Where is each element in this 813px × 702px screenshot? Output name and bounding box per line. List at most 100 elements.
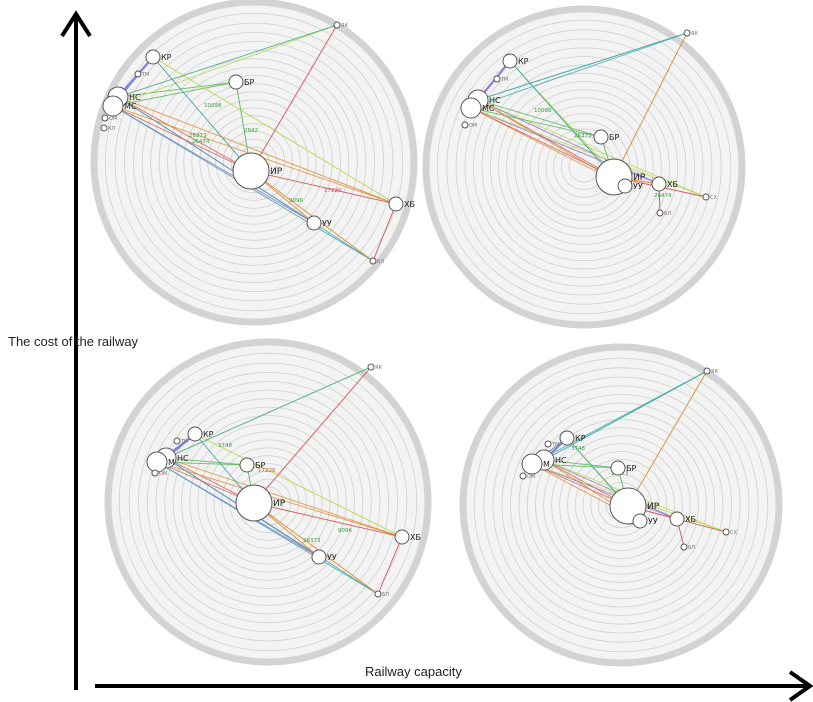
edge: [509, 60, 615, 178]
node-label: ТМ: [141, 72, 149, 78]
edge: [470, 107, 602, 138]
ring: [436, 19, 732, 315]
panel-bottom-left: 3748 17220 9096 26373 КР БР НСМ ИР ХБ УУ ЯК БЛ ТМ ОМ: [104, 338, 432, 666]
ring: [205, 439, 331, 565]
ring: [118, 352, 418, 652]
node-label: ХБ: [404, 200, 415, 209]
edge-labels: 3748 17220 9096 26373: [218, 443, 352, 544]
ring: [446, 29, 722, 305]
node-label: НС: [177, 454, 189, 463]
node-label: ХБ: [667, 180, 678, 189]
node-label: ОМ: [159, 471, 167, 477]
ring: [522, 105, 646, 229]
edge-label: 2842: [244, 128, 258, 134]
edge: [156, 461, 379, 595]
edge: [470, 107, 615, 178]
node-label: БЛ: [664, 211, 671, 217]
nodes: КР БР НС М ИР УУ ХБ СХ ЯК БЛ ТМ ОМ: [519, 367, 737, 551]
node-label: БР: [255, 461, 265, 470]
ring: [473, 56, 695, 278]
node-label: НС: [489, 96, 501, 105]
node-label: ТМ: [180, 439, 188, 445]
edge: [477, 99, 707, 198]
edge: [531, 463, 678, 520]
ring: [537, 120, 631, 214]
edge: [470, 32, 688, 109]
node: [519, 472, 527, 480]
node-label: ОМ: [109, 116, 117, 122]
edge: [377, 536, 403, 595]
node-label: ИР: [273, 499, 286, 509]
edge: [543, 459, 678, 520]
edge-label: 10098: [204, 103, 222, 109]
node: [651, 176, 667, 192]
node-label: ЯК: [341, 23, 348, 29]
ring: [183, 91, 325, 233]
node-label: ЯК: [691, 31, 698, 37]
node: [656, 209, 664, 217]
panel-disc: [422, 5, 746, 329]
edge: [117, 96, 252, 172]
ring: [518, 402, 724, 608]
ring: [164, 398, 372, 606]
node: [683, 29, 691, 37]
edge: [477, 32, 688, 101]
ring: [132, 41, 375, 283]
node-label: ИР: [647, 502, 660, 512]
edge-label: 26474: [654, 193, 672, 199]
edge: [613, 32, 688, 178]
ring: [199, 107, 309, 217]
ring: [510, 394, 732, 616]
edge: [250, 24, 338, 172]
ring: [535, 419, 707, 591]
ring: [481, 64, 687, 270]
node: [173, 437, 181, 445]
ring: [167, 75, 341, 249]
ring: [551, 435, 691, 575]
node-label: НС: [555, 456, 567, 465]
node-label: ЯК: [375, 365, 382, 371]
ring: [215, 123, 293, 201]
ring: [492, 376, 750, 634]
ring: [222, 130, 286, 194]
node-label: НС: [129, 93, 141, 102]
node: [669, 511, 685, 527]
edge: [165, 457, 403, 538]
ring: [158, 66, 350, 258]
node-label: МС: [124, 102, 137, 111]
edge-label: 26373: [189, 133, 207, 139]
node: [228, 74, 244, 90]
edge: [543, 370, 708, 461]
node: [544, 440, 552, 448]
node: [146, 451, 168, 473]
nodes: КР БР НСМ ИР ХБ УУ ЯК БЛ ТМ ОМ: [146, 363, 421, 598]
edge: [253, 502, 403, 538]
edge-label: 3748: [571, 446, 585, 452]
node-label: КР: [518, 57, 529, 66]
node: [232, 152, 270, 190]
node: [101, 114, 109, 122]
edge-label: 3748: [218, 443, 232, 449]
y-axis-label: The cost of the railway: [8, 334, 139, 349]
node-label: СХ: [710, 195, 717, 201]
ring: [137, 371, 399, 633]
edge: [477, 99, 602, 138]
ring: [181, 415, 355, 589]
ring: [172, 406, 364, 598]
node: [680, 543, 688, 551]
node: [367, 363, 375, 371]
ring: [574, 458, 668, 552]
ring: [498, 81, 670, 253]
x-axis-arrow: [95, 670, 813, 702]
node: [521, 453, 543, 475]
node-label: УУ: [322, 219, 332, 228]
x-axis-label: Railway capacity: [365, 664, 462, 679]
node-label: КР: [575, 434, 586, 443]
node: [388, 196, 404, 212]
node-label: ТМ: [551, 442, 559, 448]
